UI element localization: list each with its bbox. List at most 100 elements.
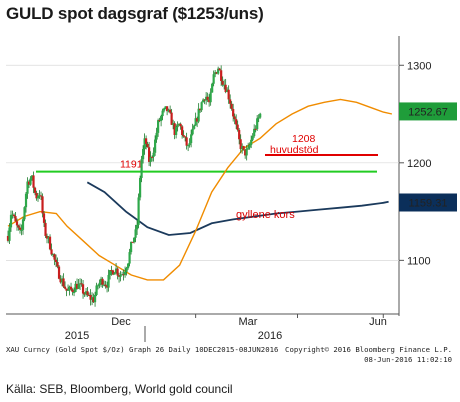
candle-body — [39, 195, 43, 197]
candle-body — [251, 136, 254, 140]
candle-body — [21, 219, 25, 230]
level-label-1191: 1191 — [120, 159, 143, 171]
candle-body — [155, 132, 158, 140]
candle-body — [197, 108, 200, 122]
x-axis-label: 2015 — [65, 330, 89, 342]
candle-body — [23, 207, 26, 220]
credit-line-2-right: 08-Jun-2016 11:02:10 — [364, 355, 452, 364]
candle-body — [146, 143, 149, 148]
candle-body — [92, 297, 95, 303]
candle-body — [20, 229, 23, 231]
moving-averages — [7, 98, 393, 281]
candle-body — [32, 175, 35, 188]
candle-body — [129, 241, 133, 253]
candle-body — [236, 124, 239, 130]
candle-body — [175, 127, 178, 135]
moving-average-long — [86, 181, 389, 236]
source-note: Källa: SEB, Bloomberg, World gold counci… — [6, 382, 233, 396]
annotation-huvudstod: huvudstöd — [270, 144, 319, 156]
candle-body — [223, 84, 226, 86]
candle-body — [220, 70, 223, 81]
candle-body — [60, 278, 64, 283]
candle-body — [65, 288, 68, 291]
y-tick-label: 1200 — [407, 158, 431, 170]
candle-body — [145, 138, 148, 144]
candle-body — [51, 254, 55, 256]
candle-body — [50, 249, 53, 255]
candle-body — [83, 293, 86, 295]
candle-body — [42, 213, 46, 223]
candle-body — [18, 227, 22, 230]
candle-body — [14, 216, 17, 222]
candle-body — [211, 83, 214, 93]
candle-body — [140, 159, 143, 178]
candle-body — [38, 195, 41, 197]
candle-body — [135, 224, 139, 230]
candle-body — [172, 123, 175, 125]
candle-body — [200, 102, 203, 111]
candle-body — [132, 237, 136, 243]
price-tags: 1252.67 1159.31 — [399, 102, 457, 212]
candle-body — [89, 294, 92, 300]
candle-body — [27, 181, 31, 185]
candle-body — [173, 123, 176, 135]
candle-body — [166, 106, 169, 112]
candle-body — [167, 109, 170, 112]
candle-body — [202, 99, 205, 103]
candle-body — [44, 222, 47, 236]
plot-area — [6, 36, 399, 314]
y-axis-ticks: 1100 1200 1300 — [195, 60, 431, 318]
candle-body — [143, 138, 146, 150]
candle-body — [256, 118, 259, 130]
candle-body — [248, 145, 251, 148]
candle-body — [66, 289, 70, 291]
y-tick-label: 1300 — [407, 60, 431, 72]
candle-body — [62, 278, 65, 287]
candle-body — [84, 291, 88, 295]
candle-body — [226, 89, 229, 92]
candle-body — [196, 118, 199, 122]
level-label-1208: 1208 — [292, 133, 316, 145]
level-lines: 1191 1208 — [36, 133, 378, 173]
candle-body — [163, 108, 166, 111]
candle-body — [69, 286, 73, 290]
candle-body — [179, 123, 182, 127]
candle-body — [86, 291, 89, 295]
candle-body — [190, 134, 193, 144]
candle-body — [57, 266, 61, 279]
candle-body — [72, 292, 76, 294]
candle-body — [102, 284, 106, 286]
candle-body — [77, 284, 80, 289]
candle-body — [36, 196, 40, 199]
last-price-label: 1252.67 — [408, 106, 448, 118]
candle-body — [227, 89, 230, 100]
candle-body — [99, 278, 103, 283]
candle-body — [78, 283, 82, 285]
candle-body — [35, 192, 38, 199]
candle-body — [80, 283, 83, 285]
candle-body — [45, 235, 49, 239]
candle-body — [138, 177, 142, 198]
candle-body — [230, 103, 233, 109]
candle-body — [245, 148, 248, 156]
candle-body — [48, 236, 52, 250]
candle-body — [176, 125, 179, 128]
last-price-tag — [399, 102, 457, 121]
candle-body — [29, 178, 32, 185]
candle-body — [212, 74, 215, 84]
candle-body — [9, 214, 13, 228]
candle-body — [113, 272, 116, 275]
candle-body — [161, 110, 164, 117]
candle-body — [257, 117, 260, 119]
candle-body — [108, 270, 112, 275]
credit-line-1-right: Copyright© 2016 Bloomberg Finance L.P. — [285, 345, 452, 354]
candle-body — [8, 227, 11, 241]
candle-body — [188, 143, 191, 146]
annotations: huvudstöd gyllene kors — [236, 144, 319, 221]
candle-body — [90, 297, 94, 300]
candle-body — [170, 112, 173, 125]
candle-body — [96, 285, 100, 287]
candle-body — [206, 96, 209, 100]
candle-body — [107, 274, 110, 288]
candle-body — [126, 263, 130, 269]
